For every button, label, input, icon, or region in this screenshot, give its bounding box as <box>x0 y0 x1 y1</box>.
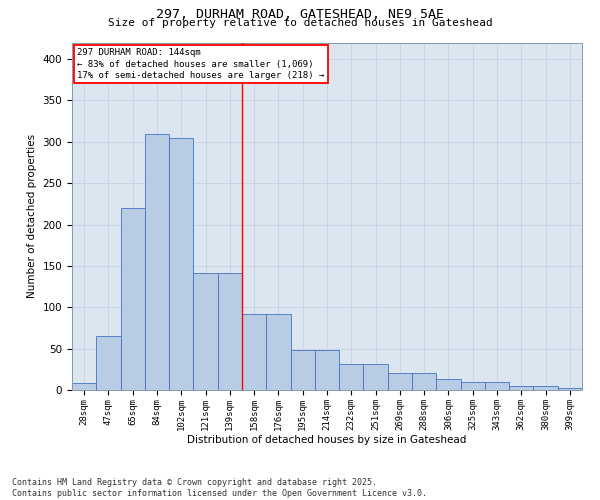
Bar <box>533 386 558 390</box>
Bar <box>412 374 436 390</box>
Bar <box>169 138 193 390</box>
Bar <box>242 314 266 390</box>
Bar <box>558 388 582 390</box>
Bar <box>339 364 364 390</box>
Bar <box>509 386 533 390</box>
Bar <box>315 350 339 390</box>
Bar <box>72 384 96 390</box>
Text: Size of property relative to detached houses in Gateshead: Size of property relative to detached ho… <box>107 18 493 28</box>
Bar <box>218 272 242 390</box>
Text: Contains HM Land Registry data © Crown copyright and database right 2025.
Contai: Contains HM Land Registry data © Crown c… <box>12 478 427 498</box>
Text: 297 DURHAM ROAD: 144sqm
← 83% of detached houses are smaller (1,069)
17% of semi: 297 DURHAM ROAD: 144sqm ← 83% of detache… <box>77 48 325 80</box>
Bar <box>436 379 461 390</box>
X-axis label: Distribution of detached houses by size in Gateshead: Distribution of detached houses by size … <box>187 436 467 446</box>
Bar <box>364 364 388 390</box>
Text: 297, DURHAM ROAD, GATESHEAD, NE9 5AE: 297, DURHAM ROAD, GATESHEAD, NE9 5AE <box>156 8 444 20</box>
Bar <box>193 272 218 390</box>
Bar <box>290 350 315 390</box>
Bar <box>121 208 145 390</box>
Y-axis label: Number of detached properties: Number of detached properties <box>27 134 37 298</box>
Bar <box>485 382 509 390</box>
Bar <box>266 314 290 390</box>
Bar <box>96 336 121 390</box>
Bar <box>388 374 412 390</box>
Bar <box>461 382 485 390</box>
Bar <box>145 134 169 390</box>
